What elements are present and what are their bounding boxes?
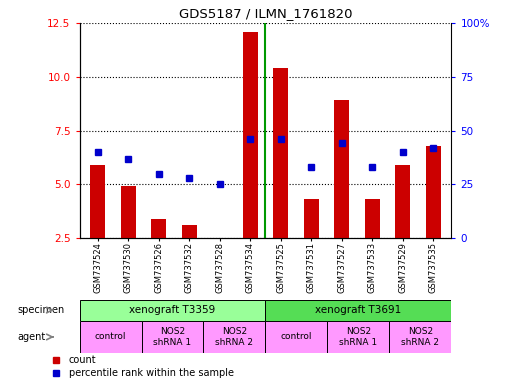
Bar: [90, 165, 106, 238]
Text: xenograft T3359: xenograft T3359: [129, 305, 215, 315]
Text: percentile rank within the sample: percentile rank within the sample: [69, 368, 234, 379]
Text: control: control: [95, 333, 126, 341]
Bar: [273, 68, 288, 238]
Bar: [425, 146, 441, 238]
Bar: [121, 187, 136, 238]
Bar: [80, 321, 142, 353]
Title: GDS5187 / ILMN_1761820: GDS5187 / ILMN_1761820: [179, 7, 352, 20]
Bar: [204, 321, 266, 353]
Text: NOS2
shRNA 2: NOS2 shRNA 2: [402, 327, 440, 347]
Text: specimen: specimen: [17, 305, 65, 315]
Text: xenograft T3691: xenograft T3691: [315, 305, 402, 315]
Bar: [265, 300, 451, 321]
Bar: [304, 199, 319, 238]
Bar: [395, 165, 410, 238]
Text: control: control: [281, 333, 312, 341]
Bar: [80, 300, 265, 321]
Bar: [142, 321, 204, 353]
Bar: [182, 225, 197, 238]
Bar: [389, 321, 451, 353]
Bar: [151, 219, 166, 238]
Bar: [365, 199, 380, 238]
Bar: [327, 321, 389, 353]
Text: agent: agent: [17, 332, 46, 342]
Text: NOS2
shRNA 1: NOS2 shRNA 1: [340, 327, 378, 347]
Bar: [265, 321, 327, 353]
Bar: [243, 31, 258, 238]
Text: count: count: [69, 355, 96, 365]
Text: NOS2
shRNA 2: NOS2 shRNA 2: [215, 327, 253, 347]
Text: NOS2
shRNA 1: NOS2 shRNA 1: [153, 327, 191, 347]
Bar: [334, 101, 349, 238]
